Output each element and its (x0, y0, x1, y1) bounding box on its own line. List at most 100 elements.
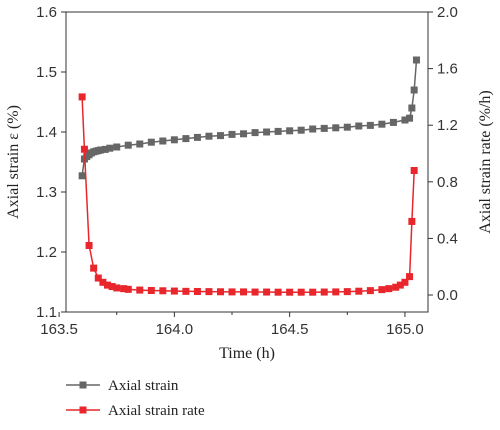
data-point-axial-strain (251, 129, 259, 137)
data-point-axial-strain-rate (113, 284, 121, 292)
data-point-axial-strain-rate (124, 285, 132, 293)
data-point-axial-strain-rate (366, 287, 374, 295)
x-tick-label: 165.0 (386, 321, 424, 338)
data-point-axial-strain-rate (216, 288, 224, 296)
data-point-axial-strain-rate (410, 166, 418, 174)
data-point-axial-strain (320, 124, 328, 132)
data-point-axial-strain-rate (205, 288, 213, 296)
legend-item-axial-strain: Axial strain (66, 378, 179, 394)
data-point-axial-strain-rate (263, 288, 271, 296)
data-point-axial-strain (101, 145, 109, 153)
data-point-axial-strain (332, 124, 340, 132)
x-tick-label: 164.0 (156, 321, 194, 338)
legend-label-axial-strain-rate: Axial strain rate (108, 403, 205, 419)
data-point-axial-strain-rate (378, 286, 386, 294)
data-point-axial-strain (408, 104, 416, 112)
data-point-axial-strain (240, 130, 248, 138)
legend-item-axial-strain-rate: Axial strain rate (66, 403, 205, 419)
plot-area: 163.5 164.0 164.5 165.0 1.1 1.2 1.3 1.4 1.5 1.6 0.… (5, 4, 494, 362)
legend: Axial strain Axial strain rate (66, 378, 205, 419)
y-left-tick-label: 1.3 (36, 184, 57, 201)
data-point-axial-strain-rate (85, 241, 93, 249)
data-point-axial-strain (355, 122, 363, 130)
data-point-axial-strain-rate (274, 288, 282, 296)
data-point-axial-strain-rate (297, 288, 305, 296)
data-point-axial-strain (366, 121, 374, 129)
data-point-axial-strain-rate (120, 285, 128, 293)
y-left-tick-label: 1.4 (36, 124, 57, 141)
data-point-axial-strain-rate (355, 287, 363, 295)
data-point-axial-strain (406, 114, 414, 122)
data-point-axial-strain (343, 123, 351, 131)
data-point-axial-strain (182, 135, 190, 143)
legend-marker-axial-strain-rate (79, 406, 87, 414)
data-point-axial-strain (309, 125, 317, 133)
data-point-axial-strain (78, 172, 86, 180)
data-point-axial-strain-rate (80, 145, 88, 153)
series-line-axial-strain (81, 59, 418, 176)
x-tick-label: 164.5 (271, 321, 309, 338)
data-point-axial-strain (286, 127, 294, 135)
legend-marker-axial-strain (79, 381, 87, 389)
data-point-axial-strain (113, 143, 121, 151)
data-point-axial-strain-rate (406, 273, 414, 281)
data-point-axial-strain-rate (240, 288, 248, 296)
data-point-axial-strain (205, 132, 213, 140)
y-right-tick-label: 0.0 (437, 287, 458, 304)
y-right-tick-label: 1.2 (437, 117, 458, 134)
data-point-axial-strain (147, 138, 155, 146)
data-point-axial-strain (124, 141, 132, 149)
data-point-axial-strain-rate (136, 286, 144, 294)
data-point-axial-strain-rate (286, 288, 294, 296)
data-point-axial-strain (412, 56, 420, 64)
data-point-axial-strain-rate (408, 217, 416, 225)
y-right-tick-label: 2.0 (437, 4, 458, 21)
data-point-axial-strain-rate (104, 281, 112, 289)
data-point-axial-strain-rate (343, 288, 351, 296)
y-left-tick-label: 1.6 (36, 4, 57, 21)
y-left-tick-label: 1.2 (36, 244, 57, 261)
data-point-axial-strain (170, 136, 178, 144)
data-point-axial-strain-rate (396, 281, 404, 289)
data-point-axial-strain-rate (228, 288, 236, 296)
y-right-axis-title: Axial strain rate (%/h) (477, 90, 494, 234)
data-point-axial-strain-rate (251, 288, 259, 296)
data-point-axial-strain-rate (182, 287, 190, 295)
y-left-tick-label: 1.1 (36, 304, 57, 321)
data-point-axial-strain-rate (401, 278, 409, 286)
data-point-axial-strain-rate (159, 287, 167, 295)
x-axis-title: Time (h) (219, 345, 275, 362)
data-point-axial-strain-rate (94, 274, 102, 282)
data-point-axial-strain (263, 128, 271, 136)
data-point-axial-strain (193, 133, 201, 141)
data-point-axial-strain (389, 118, 397, 126)
data-point-axial-strain-rate (193, 287, 201, 295)
data-point-axial-strain (97, 146, 105, 154)
data-point-axial-strain-rate (90, 264, 98, 272)
data-point-axial-strain-rate (170, 287, 178, 295)
plot-frame (65, 11, 429, 313)
data-point-axial-strain (410, 86, 418, 94)
data-point-axial-strain (401, 116, 409, 124)
data-point-axial-strain-rate (78, 93, 86, 101)
data-point-axial-strain (106, 144, 114, 152)
data-point-axial-strain-rate (309, 288, 317, 296)
y-left-tick-label: 1.5 (36, 64, 57, 81)
data-point-axial-strain-rate (99, 278, 107, 286)
legend-label-axial-strain: Axial strain (108, 378, 179, 394)
x-tick-label: 163.5 (40, 321, 78, 338)
data-point-axial-strain (136, 140, 144, 148)
y-right-tick-label: 1.6 (437, 61, 458, 78)
data-point-axial-strain-rate (147, 286, 155, 294)
data-point-axial-strain (274, 127, 282, 135)
data-point-axial-strain (159, 137, 167, 145)
data-point-axial-strain (216, 132, 224, 140)
y-right-tick-label: 0.8 (437, 174, 458, 191)
data-point-axial-strain-rate (320, 288, 328, 296)
data-point-axial-strain-rate (392, 283, 400, 291)
y-right-tick-label: 0.4 (437, 230, 458, 247)
data-point-axial-strain-rate (108, 283, 116, 291)
data-point-axial-strain (378, 120, 386, 128)
data-point-axial-strain-rate (385, 285, 393, 293)
